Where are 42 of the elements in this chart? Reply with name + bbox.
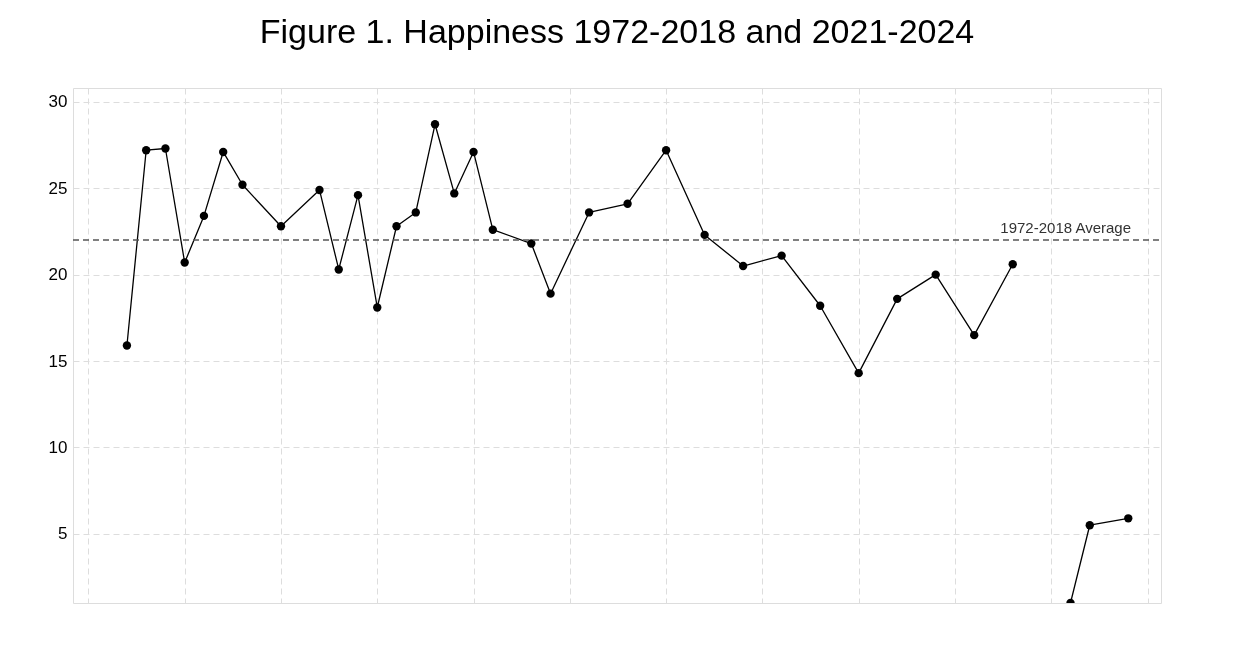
- point: [276, 222, 286, 231]
- point: [1008, 260, 1017, 269]
- point: [1124, 514, 1133, 523]
- point: [546, 289, 555, 298]
- point: [141, 146, 151, 155]
- point: [219, 147, 228, 157]
- point: [450, 189, 459, 198]
- y-tick-label: 15: [48, 351, 68, 371]
- point: [315, 185, 324, 195]
- point: [661, 146, 671, 155]
- point: [893, 294, 902, 304]
- y-tick-label: 30: [48, 92, 68, 112]
- point: [738, 261, 748, 271]
- point: [180, 258, 189, 267]
- chart-title: Figure 1. Happiness 1972-2018 and 2021-2024: [259, 12, 975, 50]
- point: [430, 120, 440, 129]
- point: [931, 270, 940, 279]
- point: [623, 199, 632, 208]
- y-tick-label: 5: [58, 524, 68, 544]
- point: [1085, 521, 1094, 530]
- point: [777, 251, 786, 260]
- point: [527, 239, 536, 248]
- point: [122, 341, 132, 350]
- y-tick-label: 25: [48, 178, 68, 198]
- point: [353, 190, 363, 200]
- point: [373, 303, 382, 312]
- point: [488, 225, 497, 234]
- point: [700, 230, 709, 240]
- point: [815, 301, 825, 310]
- point: [161, 144, 170, 153]
- point: [238, 180, 247, 189]
- point: [199, 211, 209, 221]
- point: [970, 330, 979, 340]
- point: [584, 208, 594, 217]
- point: [469, 147, 478, 157]
- point: [334, 265, 343, 274]
- y-tick-label: 20: [48, 265, 68, 285]
- y-tick-label: 10: [48, 437, 68, 457]
- ref-line-label: 1972-2018 Average: [1000, 219, 1131, 237]
- point: [411, 208, 420, 217]
- point: [854, 368, 863, 378]
- point: [392, 222, 401, 231]
